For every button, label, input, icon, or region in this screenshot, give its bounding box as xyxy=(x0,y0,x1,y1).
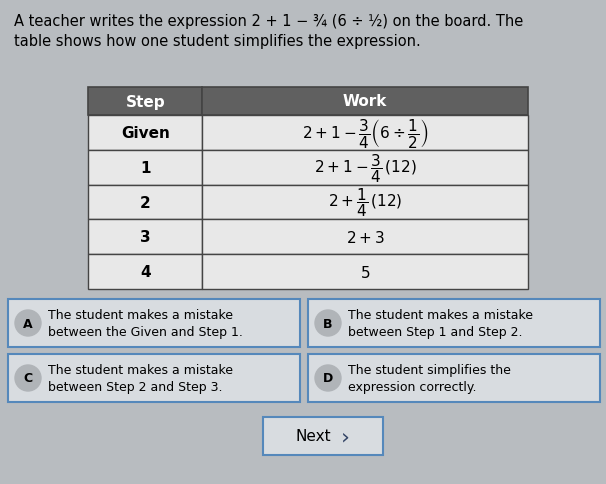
Text: $2 + 1 - \dfrac{3}{4}\,(12)$: $2 + 1 - \dfrac{3}{4}\,(12)$ xyxy=(314,151,417,184)
FancyBboxPatch shape xyxy=(8,300,300,348)
FancyBboxPatch shape xyxy=(202,220,528,255)
FancyBboxPatch shape xyxy=(308,354,600,402)
Text: The student simplifies the
expression correctly.: The student simplifies the expression co… xyxy=(348,363,511,393)
Text: The student makes a mistake
between Step 1 and Step 2.: The student makes a mistake between Step… xyxy=(348,308,533,338)
Text: The student makes a mistake
between the Given and Step 1.: The student makes a mistake between the … xyxy=(48,308,243,338)
Text: 3: 3 xyxy=(140,230,150,245)
FancyBboxPatch shape xyxy=(202,116,528,151)
FancyBboxPatch shape xyxy=(88,220,202,255)
FancyBboxPatch shape xyxy=(202,185,528,220)
FancyBboxPatch shape xyxy=(202,255,528,289)
Text: Step: Step xyxy=(125,94,165,109)
FancyBboxPatch shape xyxy=(202,151,528,185)
Text: Next: Next xyxy=(295,429,331,443)
Text: table shows how one student simplifies the expression.: table shows how one student simplifies t… xyxy=(14,34,421,49)
Text: $2 + \dfrac{1}{4}\,(12)$: $2 + \dfrac{1}{4}\,(12)$ xyxy=(328,186,402,219)
FancyBboxPatch shape xyxy=(8,354,300,402)
FancyBboxPatch shape xyxy=(88,151,202,185)
Text: $2 + 1 - \dfrac{3}{4}\left(6 \div \dfrac{1}{2}\right)$: $2 + 1 - \dfrac{3}{4}\left(6 \div \dfrac… xyxy=(302,117,428,150)
FancyBboxPatch shape xyxy=(88,88,202,116)
Text: Work: Work xyxy=(343,94,387,109)
Text: The student makes a mistake
between Step 2 and Step 3.: The student makes a mistake between Step… xyxy=(48,363,233,393)
Text: D: D xyxy=(323,372,333,385)
Text: 4: 4 xyxy=(140,265,150,280)
Text: 2: 2 xyxy=(140,195,150,210)
Circle shape xyxy=(315,365,341,391)
FancyBboxPatch shape xyxy=(308,300,600,348)
Circle shape xyxy=(15,310,41,336)
Text: Given: Given xyxy=(121,126,170,141)
Text: $2 + 3$: $2 + 3$ xyxy=(346,229,385,245)
Text: A: A xyxy=(23,317,33,330)
FancyBboxPatch shape xyxy=(88,116,202,151)
Text: $5$: $5$ xyxy=(360,264,370,280)
Text: 1: 1 xyxy=(140,160,150,175)
Text: A teacher writes the expression 2 + 1 − ¾ (6 ÷ ½) on the board. The: A teacher writes the expression 2 + 1 − … xyxy=(14,14,523,29)
FancyBboxPatch shape xyxy=(202,88,528,116)
FancyBboxPatch shape xyxy=(88,185,202,220)
Circle shape xyxy=(315,310,341,336)
Text: C: C xyxy=(24,372,33,385)
Circle shape xyxy=(15,365,41,391)
Text: B: B xyxy=(323,317,333,330)
FancyBboxPatch shape xyxy=(88,255,202,289)
FancyBboxPatch shape xyxy=(263,417,383,455)
Text: ›: › xyxy=(341,426,350,446)
